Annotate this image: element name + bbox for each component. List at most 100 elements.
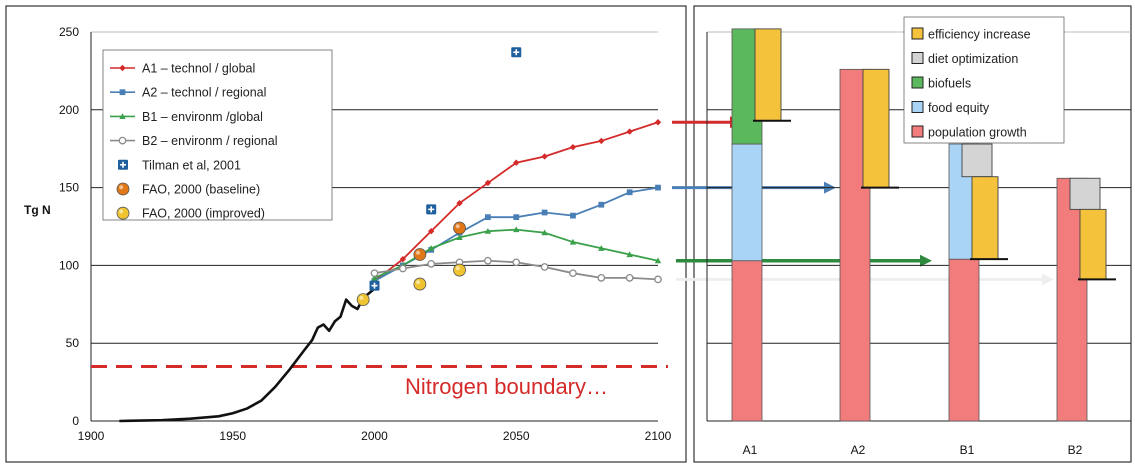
series-point: [597, 273, 606, 282]
bar-segment-efficiency-increase: [1079, 208, 1107, 280]
bar-segment-diet-optimization: [1069, 177, 1101, 210]
series-point: [398, 264, 407, 273]
y-tick-label: 100: [59, 258, 79, 272]
legend-swatch: [911, 27, 924, 40]
series-point: [598, 201, 605, 208]
series-point: [626, 128, 633, 135]
series-point: [513, 226, 520, 233]
series-point: [541, 229, 548, 236]
series-point: [485, 214, 491, 221]
y-tick-label: 0: [72, 414, 79, 428]
bar-segment-efficiency-increase: [862, 68, 890, 189]
bar-category-label: B1: [960, 443, 975, 457]
legend-marker: [119, 113, 126, 119]
legend-label: A1 – technol / global: [142, 62, 255, 76]
left-x-tick-labels: 1900 1950 2000 2050 2100: [78, 429, 672, 443]
series-point: [513, 214, 520, 221]
legend-marker: [118, 159, 128, 170]
x-tick-label: 2100: [645, 429, 672, 443]
x-tick-label: 2000: [361, 429, 388, 443]
left-y-tick-labels: 0 50 100 150 200 250: [59, 25, 79, 428]
left-legend-item: A1 – technol / global: [110, 62, 255, 76]
series-point: [540, 263, 549, 271]
legend-marker: [119, 89, 126, 96]
series-point: [625, 273, 634, 282]
series-point: [370, 269, 379, 278]
bar-segment-efficiency-increase: [754, 28, 782, 122]
series-point: [541, 153, 548, 160]
legend-marker: [118, 136, 127, 145]
left-legend-item: Tilman et al, 2001: [118, 158, 241, 172]
reference-point: [453, 263, 466, 277]
legend-swatch: [911, 52, 924, 64]
reference-point: [453, 221, 466, 235]
legend-label: biofuels: [928, 77, 971, 91]
y-axis-label: Tg N: [24, 203, 51, 217]
right-legend-item: biofuels: [911, 76, 971, 91]
right-legend-item: population growth: [911, 125, 1027, 140]
y-tick-label: 250: [59, 25, 79, 39]
bar-segment-food-equity: [731, 143, 763, 262]
series-point: [598, 245, 605, 251]
left-legend-item: FAO, 2000 (improved): [116, 206, 265, 221]
right-legend-item: diet optimization: [911, 52, 1018, 66]
legend-marker: [116, 206, 130, 220]
arrow-b1: [676, 254, 932, 267]
reference-point: [356, 293, 370, 307]
y-tick-label: 50: [66, 336, 80, 350]
left-reference-points: [356, 47, 522, 307]
nitrogen-boundary-label: Nitrogen boundary…: [405, 374, 608, 399]
right-legend-item: efficiency increase: [911, 27, 1031, 42]
historical-line: [119, 287, 376, 423]
reference-point: [426, 204, 437, 215]
left-legend-item: A2 – technol / regional: [110, 86, 266, 100]
legend-label: Tilman et al, 2001: [142, 158, 241, 172]
reference-point: [511, 47, 522, 58]
series-point: [626, 251, 633, 258]
bar-segment-population-growth: [948, 258, 980, 422]
bar-category-label: A1: [743, 443, 758, 457]
y-tick-label: 200: [59, 103, 79, 117]
bar-segment-diet-optimization: [961, 143, 993, 178]
right-legend-box: [903, 16, 1065, 144]
x-tick-label: 1950: [219, 429, 246, 443]
series-point: [428, 245, 435, 251]
left-legend-item: B2 – environm / regional: [110, 134, 278, 148]
y-tick-label: 150: [59, 181, 79, 195]
series-point: [655, 184, 661, 191]
left-legend-item: B1 – environm /global: [110, 110, 263, 124]
legend-label: A2 – technol / regional: [142, 86, 266, 100]
series-point: [569, 269, 577, 278]
series-point: [513, 159, 520, 166]
legend-label: FAO, 2000 (baseline): [142, 183, 260, 197]
left-series-group: [119, 119, 662, 423]
series-point: [512, 258, 521, 267]
series-point: [654, 119, 662, 126]
series-point: [456, 234, 463, 240]
series-point: [484, 256, 492, 265]
legend-marker: [116, 182, 130, 196]
legend-label: efficiency increase: [928, 28, 1031, 42]
left-axes: [90, 32, 658, 422]
series-point: [371, 274, 378, 281]
legend-label: B2 – environm / regional: [142, 134, 278, 148]
legend-label: food equity: [928, 101, 990, 115]
series-point: [427, 259, 436, 268]
series-point: [654, 275, 662, 284]
series-point: [428, 227, 435, 235]
series-point: [399, 255, 407, 263]
reference-point: [413, 277, 427, 291]
legend-swatch: [911, 76, 924, 89]
legend-swatch: [911, 101, 924, 113]
legend-label: B1 – environm /global: [142, 110, 263, 124]
bar-category-label: A2: [851, 443, 866, 457]
series-point: [598, 137, 605, 145]
series-point: [484, 227, 492, 234]
right-bars-group: [731, 28, 1116, 422]
left-legend-item: FAO, 2000 (baseline): [116, 182, 260, 197]
series-point: [626, 189, 633, 196]
reference-point: [413, 248, 427, 261]
left-legend: A1 – technol / global A2 – technol / regi…: [102, 49, 333, 221]
series-point: [569, 238, 577, 245]
